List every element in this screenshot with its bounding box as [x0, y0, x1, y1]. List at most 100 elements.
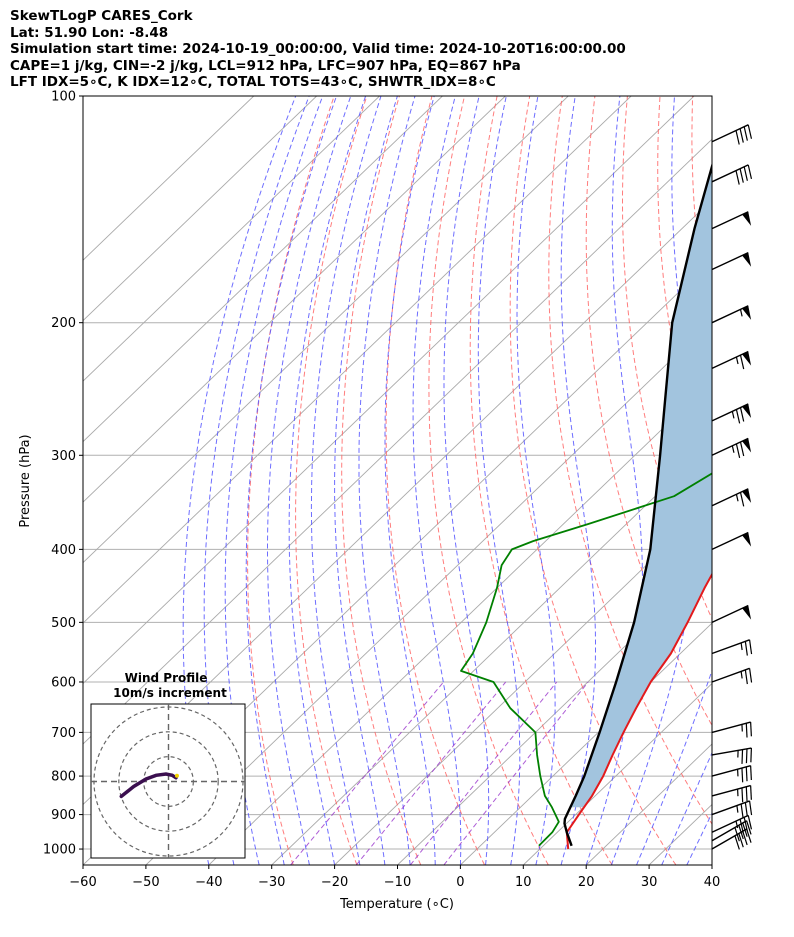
- x-tick-label: −60: [69, 875, 96, 890]
- wind-barb: [711, 251, 752, 271]
- barb-flag: [745, 748, 748, 764]
- cape-area: [570, 166, 712, 808]
- mixing-ratio-line: [355, 681, 507, 865]
- moist-adiabat-line: [443, 96, 490, 865]
- barb-pennant: [742, 532, 752, 547]
- barb-flag: [746, 828, 752, 843]
- convective-indices: CAPE=1 j/kg, CIN=-2 j/kg, LCL=912 hPa, L…: [10, 57, 521, 74]
- isotherm-line: [711, 864, 712, 865]
- barb-flag: [747, 124, 753, 139]
- dry-adiabat-line: [509, 96, 677, 865]
- isotherm-line: [83, 96, 443, 443]
- moist-adiabat-line: [288, 96, 367, 865]
- barb-flag: [744, 641, 748, 656]
- wind-barb: [711, 124, 753, 145]
- barb-flag: [748, 668, 753, 683]
- barb-flag: [745, 723, 748, 738]
- barb-flag: [745, 786, 748, 802]
- barb-flag: [750, 722, 752, 737]
- barb-flag: [741, 749, 744, 764]
- chart-grid: [83, 96, 794, 865]
- barb-flag: [746, 820, 752, 835]
- barb-staff: [711, 667, 750, 683]
- mixing-ratio-line: [290, 681, 444, 865]
- barb-staff: [711, 800, 750, 816]
- wind-barb: [711, 403, 752, 424]
- barb-flag: [748, 800, 753, 816]
- chart-header: SkewTLogP CARES_Cork Lat: 51.90 Lon: -8.…: [10, 8, 626, 91]
- barb-flag: [743, 817, 748, 832]
- barb-flag: [739, 168, 744, 183]
- moist-adiabat-line: [661, 751, 712, 865]
- isotherm-line: [145, 320, 712, 865]
- barb-pennant: [742, 211, 752, 226]
- barb-flag: [735, 409, 741, 424]
- x-tick-label: 10: [515, 875, 532, 890]
- stability-indices: LFT IDX=5∘C, K IDX=12∘C, TOTAL TOTS=43∘C…: [10, 74, 496, 90]
- wind-barb: [711, 604, 752, 623]
- y-tick-label: 1000: [43, 843, 76, 858]
- wind-barb: [711, 437, 752, 458]
- barb-half-flag: [740, 642, 743, 651]
- barb-flag: [742, 831, 748, 846]
- barb-staff: [711, 765, 751, 777]
- barb-staff: [711, 124, 749, 143]
- dry-adiabat-line: [341, 96, 422, 865]
- barb-half-flag: [731, 445, 735, 453]
- x-tick-label: 0: [456, 875, 464, 890]
- barb-pennant: [742, 403, 752, 419]
- wind-barb: [711, 350, 752, 370]
- wind-barb: [711, 814, 753, 834]
- barb-staff: [711, 784, 751, 797]
- x-tick-label: −30: [258, 875, 285, 890]
- cape-region: [570, 166, 712, 808]
- x-tick-label: −20: [321, 875, 348, 890]
- mixing-ratio-line: [410, 681, 558, 865]
- wind-barb: [711, 488, 752, 507]
- barb-pennant: [742, 305, 752, 320]
- barb-flag: [739, 128, 744, 143]
- barb-pennant: [742, 488, 752, 503]
- isotherm-line: [460, 622, 712, 865]
- y-axis-label: Pressure (hPa): [18, 434, 33, 527]
- barb-flag: [740, 803, 744, 819]
- x-tick-label: 40: [704, 875, 721, 890]
- inset-subtitle: 10m/s increment: [113, 686, 227, 700]
- barb-pennant: [742, 438, 752, 453]
- barb-flag: [741, 787, 744, 803]
- barb-flag: [748, 639, 753, 655]
- wind-barbs: [711, 124, 753, 850]
- barb-flag: [741, 768, 744, 783]
- barb-flag: [747, 815, 753, 830]
- mixing-ratio-line: [443, 681, 589, 865]
- wind-barb: [711, 800, 753, 819]
- barb-pennant: [742, 605, 752, 620]
- hodo-end-marker: [174, 773, 179, 778]
- barb-flag: [750, 785, 752, 800]
- dry-adiabat-line: [790, 96, 794, 865]
- isotherm-line: [271, 441, 712, 865]
- barb-flag: [739, 354, 745, 370]
- isotherm-line: [83, 96, 632, 624]
- wind-barb: [711, 211, 752, 230]
- inset-title: Wind Profile: [125, 671, 208, 685]
- wind-barb: [711, 639, 753, 656]
- wind-barb: [711, 784, 752, 803]
- dry-adiabat-line: [622, 96, 712, 620]
- barb-half-flag: [739, 309, 743, 317]
- moist-adiabat-line: [334, 96, 398, 865]
- y-tick-label: 500: [51, 616, 76, 631]
- hodo-trace: [119, 772, 178, 799]
- barb-flag: [750, 747, 752, 763]
- isotherm-line: [397, 561, 712, 865]
- barb-flag: [739, 492, 745, 507]
- barb-flag: [735, 170, 740, 185]
- barb-flag: [739, 441, 745, 457]
- barb-half-flag: [736, 805, 739, 813]
- moist-adiabat-line: [310, 96, 382, 865]
- moist-adiabat-line: [477, 96, 521, 865]
- y-tick-label: 900: [51, 808, 76, 823]
- wind-barb: [711, 667, 753, 685]
- moist-adiabat-line: [610, 96, 698, 865]
